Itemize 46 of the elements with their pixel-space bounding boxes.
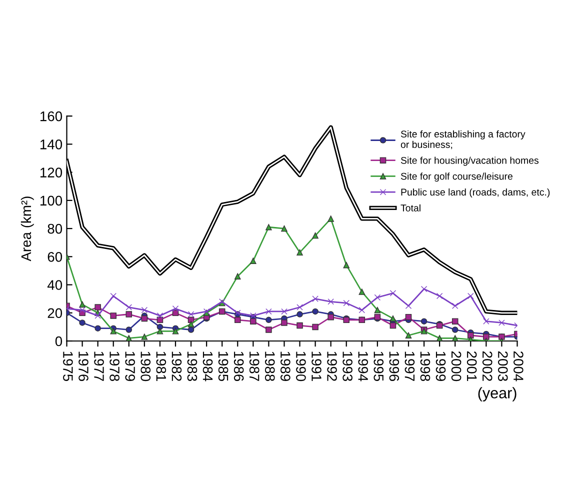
- x-tick-label: 1986: [234, 352, 244, 382]
- x-tick-label: 1985: [218, 352, 228, 382]
- x-tick-label: 1994: [358, 352, 368, 382]
- x-tick-label: 2000: [451, 351, 462, 382]
- x-tick-label: 1989: [280, 352, 290, 381]
- x-tick-label: 1984: [202, 352, 213, 382]
- y-axis-title: Area (km²): [20, 196, 34, 262]
- x-tick-label: 1990: [296, 352, 306, 382]
- y-tick-label: 100: [40, 196, 62, 206]
- y-tick-label: 60: [48, 252, 62, 262]
- x-tick-label: 1978: [110, 352, 120, 382]
- legend-label: Public use land (roads, dams, etc.): [401, 188, 550, 198]
- x-axis-title: (year): [478, 387, 516, 402]
- x-tick-label: 1991: [312, 352, 322, 381]
- x-tick-label: 1988: [264, 352, 275, 382]
- x-tick-label: 1993: [342, 352, 352, 382]
- x-tick-label: 1999: [436, 352, 446, 381]
- x-tick-label: 1979: [125, 352, 135, 381]
- x-tick-label: 1983: [187, 352, 198, 382]
- x-tick-label: 1982: [172, 352, 182, 381]
- x-tick-label: 2002: [482, 351, 492, 381]
- x-tick-label: 1995: [374, 352, 384, 382]
- legend-label: Total: [400, 204, 420, 212]
- x-tick-label: 2003: [498, 351, 508, 382]
- y-tick-label: 80: [48, 224, 62, 234]
- x-tick-label: 2004: [514, 351, 524, 382]
- x-tick-label: 1998: [420, 352, 430, 382]
- y-tick-label: 140: [40, 140, 62, 150]
- x-tick-label: 1980: [140, 352, 151, 382]
- legend-label: Site for housing/vacation homes: [400, 156, 539, 166]
- x-tick-label: 1996: [389, 352, 400, 382]
- x-tick-label: 1997: [404, 352, 415, 381]
- legend-label: Site for golf course/leisure: [400, 172, 512, 182]
- x-tick-label: 1976: [78, 352, 88, 382]
- x-tick-label: 1987: [249, 352, 260, 381]
- y-tick-label: 160: [40, 111, 62, 122]
- x-tick-label: 1992: [327, 352, 337, 381]
- y-tick-label: 0: [55, 336, 62, 346]
- y-tick-label: 120: [40, 168, 62, 178]
- legend-label: Site for establishing a factory or business;: [400, 130, 526, 150]
- x-tick-label: 1977: [94, 352, 104, 381]
- y-tick-label: 40: [47, 280, 62, 290]
- x-tick-label: 1975: [63, 352, 73, 382]
- y-tick-label: 20: [48, 308, 62, 318]
- x-tick-label: 2001: [466, 351, 477, 381]
- x-tick-label: 1981: [156, 352, 166, 381]
